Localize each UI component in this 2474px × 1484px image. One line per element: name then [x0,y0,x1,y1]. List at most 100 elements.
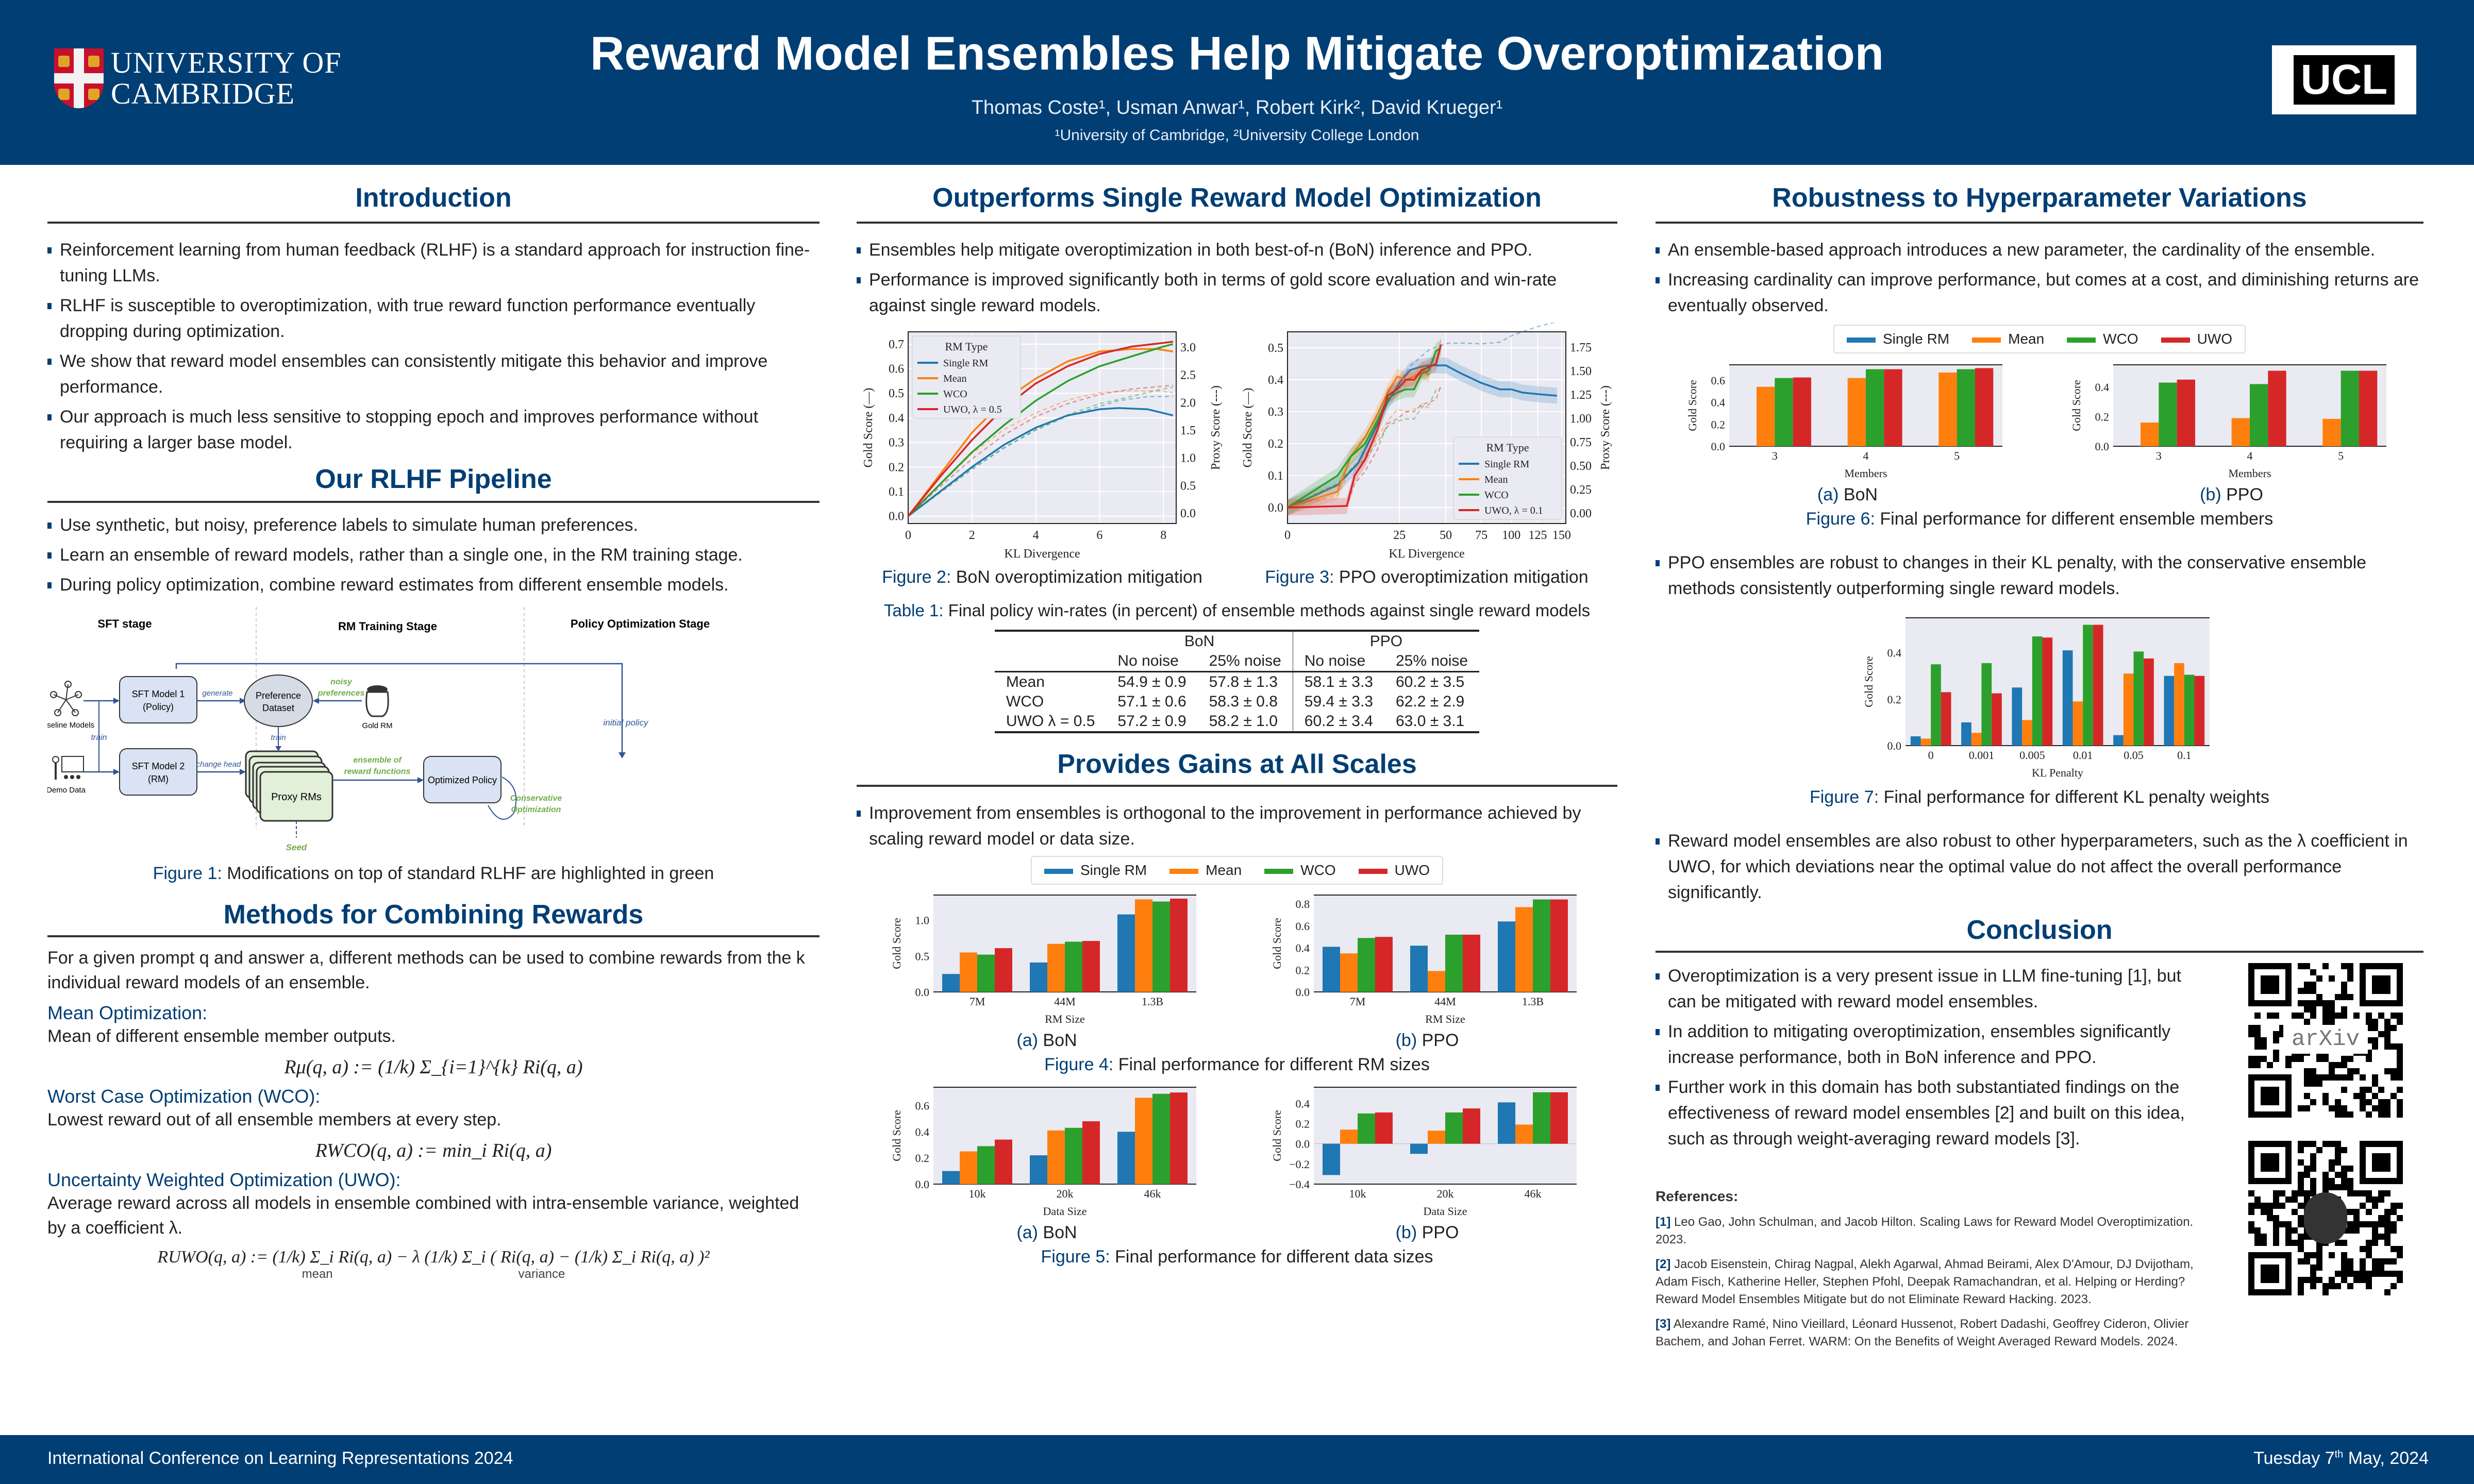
y-axis-label: Gold Score (—) [1241,388,1255,468]
reference-item: [2] Jacob Eisenstein, Chirag Nagpal, Ale… [1656,1257,2194,1306]
figure-1-caption: Figure 1: Modifications on top of standa… [47,864,820,884]
outperforms-bullets: Ensembles help mitigate overoptimization… [857,237,1617,318]
legend-label: Mean [943,373,967,384]
x-tick-label: 3 [2155,449,2161,462]
y-tick-label: 0.2 [1268,437,1283,451]
bar-wco [1533,899,1550,992]
bullet: RLHF is susceptible to overoptimization,… [47,293,820,344]
y-tick-label: −0.4 [1289,1178,1310,1191]
table-cell: 58.2 ± 1.0 [1197,712,1293,732]
figure-3-caption: Figure 3: PPO overoptimization mitigatio… [1236,567,1617,587]
bar-wco [1957,369,1975,446]
bar-single-rm [2062,650,2073,746]
y-axis-label: Gold Score [1686,380,1699,431]
figure-6-caption: Figure 6: Final performance for differen… [1656,509,2423,529]
label-gold-rm: Gold RM [362,721,392,730]
y-tick-label: 0.0 [1296,1138,1310,1151]
bar-uwo [1883,369,1902,446]
bar-mean [1340,1129,1358,1144]
x-axis-label: Members [2228,467,2271,480]
table-row: WCO 57.1 ± 0.6 58.3 ± 0.8 59.4 ± 3.3 62.… [995,692,1479,712]
mean-equation: Rμ(q, a) := (1/k) Σ_{i=1}^{k} Ri(q, a) [284,1056,583,1078]
bar-mean [1515,907,1533,992]
row-label: Mean [1006,673,1045,690]
bar-mean [1428,971,1445,992]
x-axis-label: RM Size [1045,1013,1085,1025]
y-tick-label: −0.2 [1289,1158,1310,1171]
cambridge-crest-icon [54,48,104,108]
chart-legend: Single RM Mean WCO UWO [1833,325,2246,353]
label-optimized-policy: Optimized Policy [428,775,497,785]
bullet: PPO ensembles are robust to changes in t… [1656,550,2423,601]
x-tick-label: 3 [1771,449,1777,462]
bar-wco [977,954,995,992]
bar-wco [2341,370,2359,446]
bar-uwo [1550,1092,1568,1144]
uwo-heading: Uncertainty Weighted Optimization (UWO): [47,1169,401,1190]
legend-item: UWO [2161,331,2232,347]
optimized-policy-box [423,756,502,803]
legend-box [1453,436,1562,520]
x-tick-label: 20k [1057,1187,1074,1200]
section-title-introduction: Introduction [355,183,512,213]
qr-finder [2248,1074,2292,1118]
x-tick-label: 5 [1954,449,1960,462]
table-cell: 63.0 ± 3.1 [1396,713,1465,730]
bar-uwo [2093,625,2103,746]
x-tick-label: 46k [1525,1187,1542,1200]
y-tick-label: 0.6 [1711,374,1725,387]
y-axis-label: Gold Score [890,918,903,969]
caption-text: Final performance for different ensemble… [1875,509,2274,529]
gold-line [1287,347,1442,509]
legend-label: Mean [1484,474,1508,485]
bar-wco [1445,1112,1463,1144]
authors: Thomas Coste¹, Usman Anwar¹, Robert Kirk… [971,97,1503,119]
y-axis-label: Gold Score [2070,380,2083,431]
references-heading: References: [1656,1188,1739,1204]
x-tick-label: 0.1 [2177,749,2192,762]
stage-label-policy: Policy Optimization Stage [571,617,710,630]
methods-intro: For a given prompt q and answer a, diffe… [47,948,805,992]
proxy-line [1287,387,1442,509]
github-qr-code[interactable] [2248,1141,2403,1295]
bar-single-rm [1910,736,1921,746]
x-tick-label: 125 [1529,529,1547,542]
bar-mean [1340,953,1358,992]
y-tick-label: 0.5 [915,950,930,963]
stage-label-rm: RM Training Stage [338,620,437,633]
y-tick-label: 0.4 [889,412,904,425]
bar-wco [2158,382,2177,446]
table-cell: 54.9 ± 0.9 [1117,673,1186,690]
bullet: Learn an ensemble of reward models, rath… [47,542,820,568]
bar-uwo [1992,693,2002,746]
gold-line [907,343,1174,517]
figure-label: Figure 7: [1809,787,1879,807]
x-tick-label: 25 [1393,529,1406,542]
x-tick-label: 20k [1437,1187,1454,1200]
bullet: Further work in this domain has both sub… [1656,1074,2212,1152]
presentation-date: Tuesday 7th May, 2024 [2253,1448,2429,1468]
divider [1656,222,2423,224]
qr-finder [2360,1141,2403,1184]
bar-wco [1445,934,1463,992]
references: References: [1] Leo Gao, John Schulman, … [1656,1188,2212,1358]
uwo-equation: RUWO(q, a) := (1/k) Σ_i Ri(q, a) − λ (1/… [157,1247,710,1267]
gold-rm-pot-icon [365,685,389,717]
x-tick-label: 75 [1475,529,1487,542]
bar-wco [1065,941,1082,992]
bullet: Improvement from ensembles is orthogonal… [857,800,1617,852]
label-sft-model-1-sub: (Policy) [143,702,174,712]
bar-uwo [2042,637,2053,746]
proxy-line [908,386,1174,517]
bar-single-rm [1498,921,1515,992]
y2-tick-label: 1.50 [1570,365,1592,378]
figure-7-caption: Figure 7: Final performance for differen… [1656,787,2423,807]
figure-2-caption: Figure 2: BoN overoptimization mitigatio… [857,567,1228,587]
reference-item: [1] Leo Gao, John Schulman, and Jacob Hi… [1656,1215,2194,1246]
x-axis-label: KL Penalty [2032,766,2083,779]
mean-optimization-text: Mean of different ensemble member output… [47,1026,396,1046]
bar-wco [1358,938,1375,992]
x-tick-label: 0.05 [2124,749,2144,762]
figure-4-caption: Figure 4: Final performance for differen… [857,1055,1617,1075]
bar-uwo [1793,377,1811,446]
